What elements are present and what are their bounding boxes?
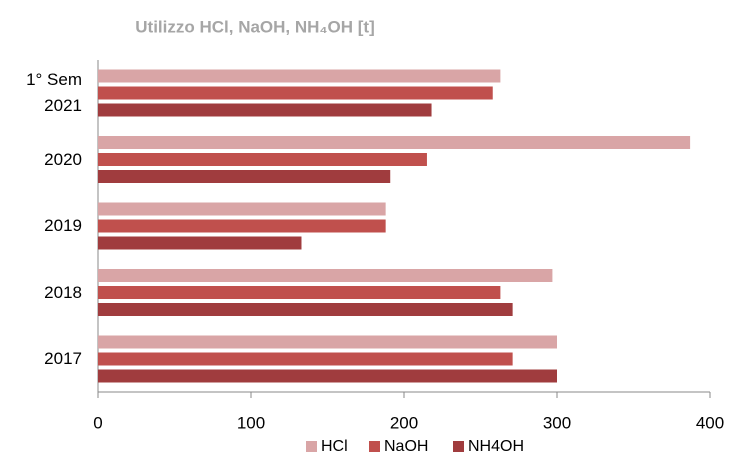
bar <box>98 153 427 166</box>
y-tick-label: 2019 <box>44 216 82 235</box>
bar <box>98 303 513 316</box>
x-tick-label: 400 <box>696 413 724 432</box>
bar <box>98 286 501 299</box>
bar <box>98 69 501 83</box>
bar <box>98 369 557 383</box>
bar <box>98 170 391 183</box>
legend-label: NH4OH <box>468 438 524 455</box>
y-tick-label: 1° Sem 2021 <box>26 70 82 115</box>
y-tick-label: 2020 <box>44 149 82 169</box>
x-tick-label: 0 <box>93 413 102 432</box>
bar <box>98 103 432 117</box>
x-tick-label: 300 <box>543 413 571 432</box>
y-tick-label: 2018 <box>44 282 82 302</box>
legend-swatch <box>453 441 464 452</box>
legend-label: HCl <box>321 438 348 455</box>
bar <box>98 86 493 100</box>
bar <box>98 335 557 349</box>
bar <box>98 219 386 233</box>
legend-swatch <box>369 441 380 452</box>
bar <box>98 136 691 149</box>
x-tick-label: 100 <box>237 413 265 432</box>
bar <box>98 202 386 216</box>
bar <box>98 236 302 250</box>
y-tick-label: 2017 <box>44 349 82 368</box>
legend-label: NaOH <box>384 438 428 455</box>
legend-swatch <box>306 441 317 452</box>
chart-title: Utilizzo HCl, NaOH, NH₄OH [t] <box>135 17 374 36</box>
x-tick-label: 200 <box>390 413 418 432</box>
bar <box>98 269 553 282</box>
bar <box>98 352 513 366</box>
